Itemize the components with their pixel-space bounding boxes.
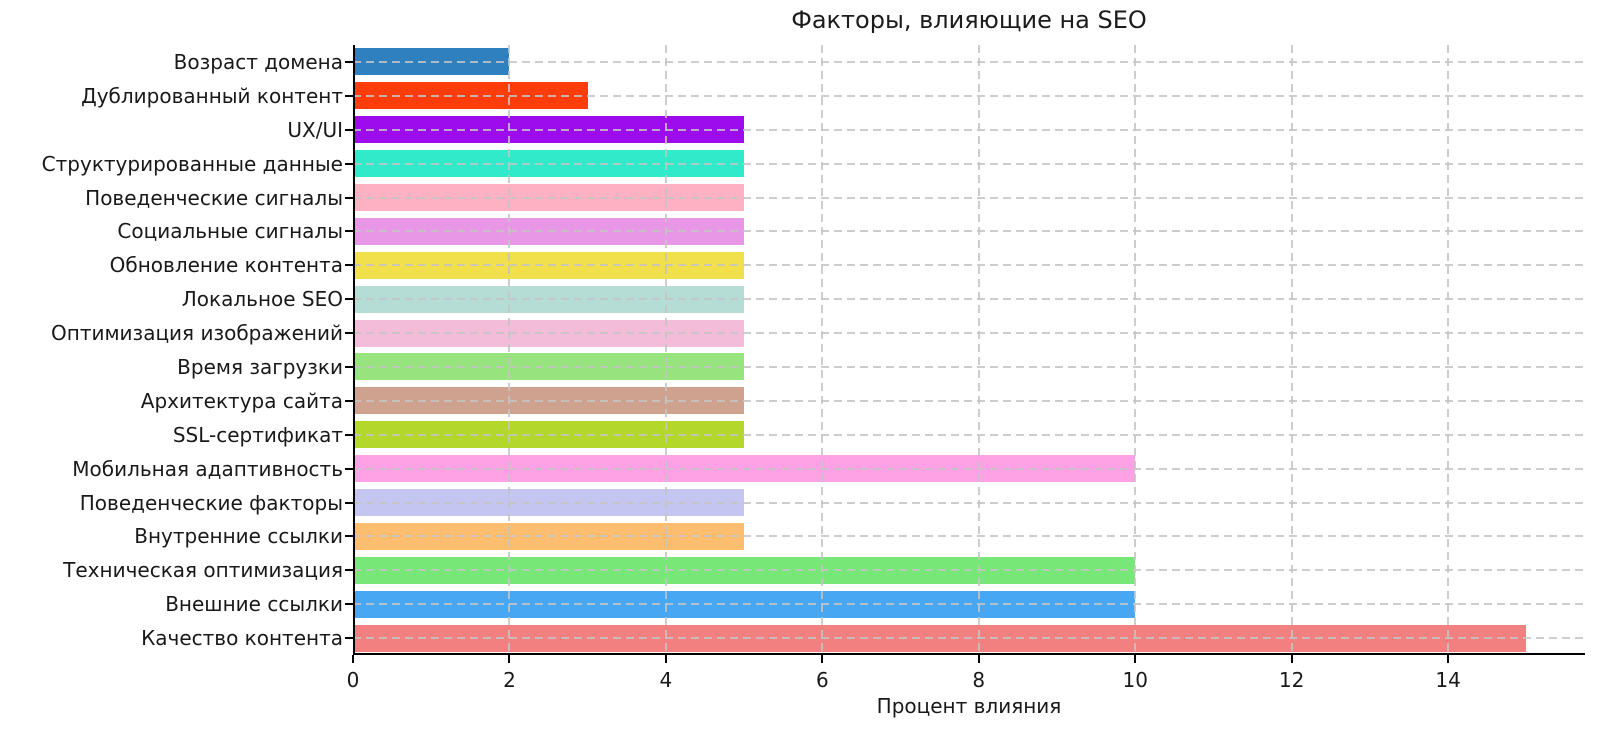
x-tick-label: 12	[1278, 668, 1305, 692]
y-tick-label: Обновление контента	[109, 253, 343, 278]
x-gridline	[1290, 45, 1293, 655]
y-gridline	[353, 365, 1585, 368]
x-gridline	[1447, 45, 1450, 655]
y-axis-spine	[353, 45, 355, 655]
y-tick-label: SSL-сертификат	[172, 422, 343, 447]
x-tick-label: 4	[659, 668, 673, 692]
x-axis-spine	[353, 653, 1585, 655]
y-gridline	[353, 501, 1585, 504]
y-gridline	[353, 569, 1585, 572]
y-gridline	[353, 94, 1585, 97]
plot-area	[353, 45, 1585, 655]
y-tick-label: Внешние ссылки	[165, 592, 343, 617]
y-tick-mark	[345, 298, 353, 301]
y-tick-label: Локальное SEO	[181, 287, 343, 312]
x-gridline	[1134, 45, 1137, 655]
y-gridline	[353, 128, 1585, 131]
x-gridline	[664, 45, 667, 655]
y-gridline	[353, 264, 1585, 267]
y-gridline	[353, 467, 1585, 470]
y-tick-label: Техническая оптимизация	[63, 558, 343, 583]
y-tick-mark	[345, 60, 353, 63]
y-tick-label: Дублированный контент	[81, 83, 343, 108]
y-gridline	[353, 535, 1585, 538]
y-tick-label: Внутренние ссылки	[134, 524, 343, 549]
y-tick-label: Оптимизация изображений	[51, 321, 343, 346]
y-tick-label: Социальные сигналы	[117, 219, 343, 244]
y-tick-mark	[345, 264, 353, 267]
y-tick-label: Качество контента	[141, 626, 343, 651]
x-tick-label: 14	[1435, 668, 1461, 692]
y-tick-mark	[345, 365, 353, 368]
y-tick-label: Структурированные данные	[41, 151, 343, 176]
y-gridline	[353, 230, 1585, 233]
x-tick-label: 2	[503, 668, 516, 692]
y-tick-label: Поведенческие сигналы	[85, 185, 343, 210]
y-tick-mark	[345, 535, 353, 538]
x-tick-label: 0	[346, 668, 360, 692]
y-tick-mark	[345, 467, 353, 470]
y-gridline	[353, 298, 1585, 301]
y-tick-mark	[345, 162, 353, 165]
y-tick-mark	[345, 399, 353, 402]
y-tick-mark	[345, 569, 353, 572]
x-tick-mark	[508, 655, 511, 663]
y-gridline	[353, 603, 1585, 606]
x-tick-mark	[664, 655, 667, 663]
y-gridline	[353, 332, 1585, 335]
y-tick-mark	[345, 637, 353, 640]
y-tick-mark	[345, 603, 353, 606]
x-tick-label: 10	[1122, 668, 1148, 692]
y-tick-label: Возраст домена	[173, 49, 343, 74]
y-tick-mark	[345, 230, 353, 233]
x-tick-mark	[1290, 655, 1293, 663]
y-tick-label: UX/UI	[287, 117, 343, 142]
y-tick-mark	[345, 433, 353, 436]
y-gridline	[353, 196, 1585, 199]
x-tick-mark	[352, 655, 354, 663]
x-tick-mark	[1447, 655, 1450, 663]
x-tick-mark	[821, 655, 824, 663]
chart-title: Факторы, влияющие на SEO	[791, 6, 1147, 34]
y-gridline	[353, 433, 1585, 436]
y-gridline	[353, 399, 1585, 402]
x-tick-label: 8	[972, 668, 986, 692]
y-gridline	[353, 637, 1585, 640]
x-axis-label: Процент влияния	[876, 694, 1062, 718]
x-gridline	[821, 45, 824, 655]
y-tick-label: Архитектура сайта	[140, 388, 343, 413]
x-tick-mark	[977, 655, 980, 663]
y-tick-label: Поведенческие факторы	[79, 490, 343, 515]
y-tick-mark	[345, 196, 353, 199]
x-gridline	[508, 45, 511, 655]
y-tick-label: Время загрузки	[177, 354, 343, 379]
y-gridline	[353, 60, 1585, 63]
x-tick-label: 6	[815, 668, 829, 692]
y-gridline	[353, 162, 1585, 165]
y-tick-label: Мобильная адаптивность	[72, 456, 343, 481]
x-gridline	[977, 45, 980, 655]
x-tick-mark	[1134, 655, 1137, 663]
y-tick-mark	[345, 128, 353, 131]
y-tick-mark	[345, 94, 353, 97]
y-tick-mark	[345, 501, 353, 504]
y-tick-mark	[345, 332, 353, 335]
